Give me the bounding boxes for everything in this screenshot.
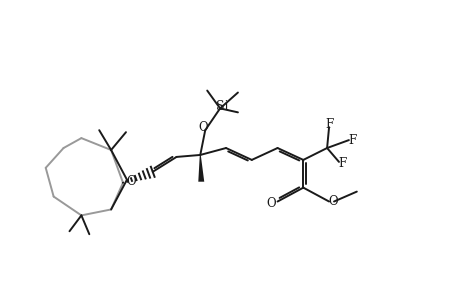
Text: O: O — [126, 175, 135, 188]
Text: F: F — [348, 134, 356, 147]
Text: Si: Si — [215, 100, 228, 113]
Text: O: O — [266, 197, 276, 210]
Text: O: O — [198, 121, 207, 134]
Text: F: F — [324, 118, 332, 131]
Text: O: O — [328, 195, 337, 208]
Polygon shape — [198, 155, 204, 182]
Text: F: F — [338, 158, 346, 170]
